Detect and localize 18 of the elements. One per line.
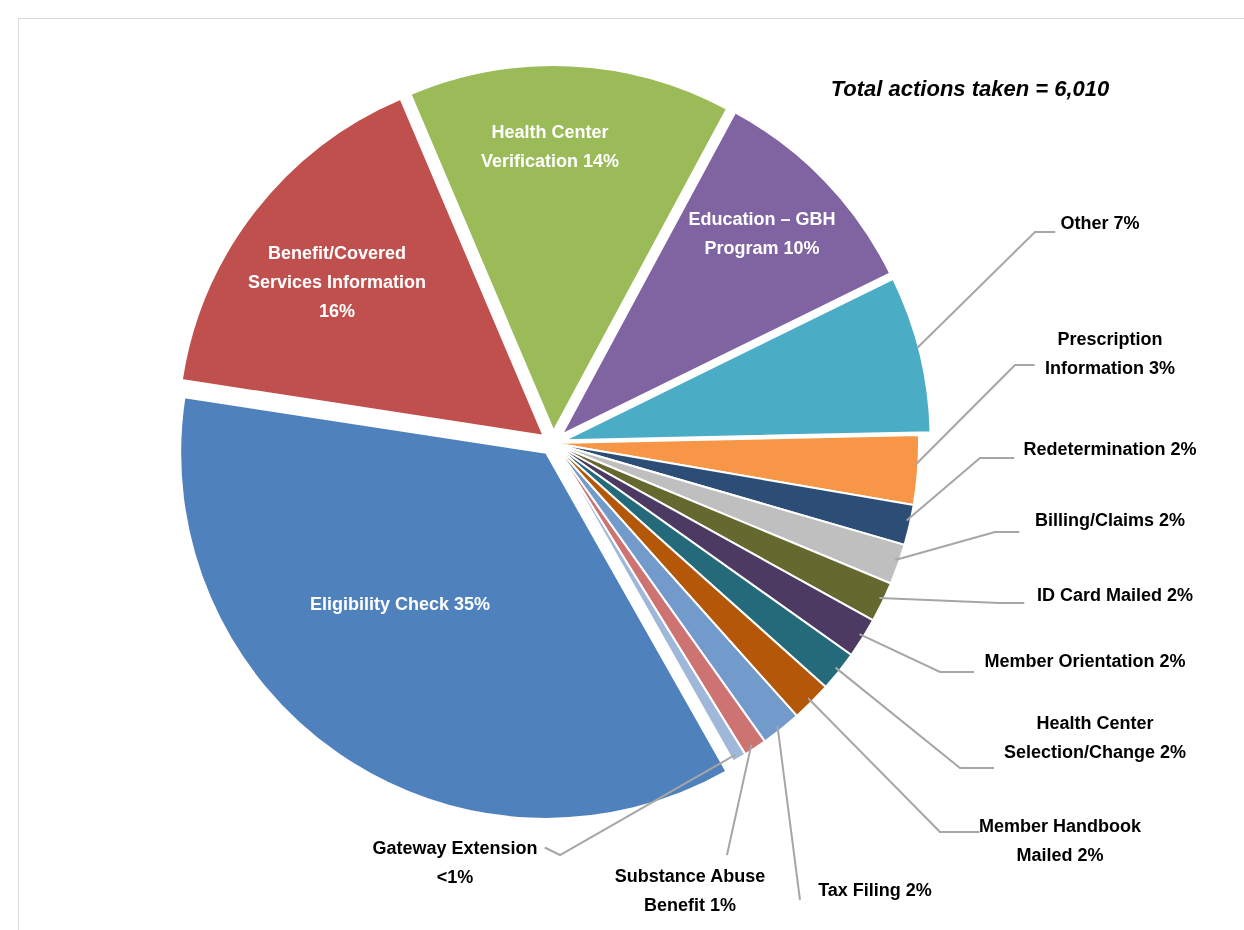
text: Total actions taken = 6,010: [830, 75, 1111, 101]
data-label: 16%: [318, 301, 356, 321]
slice-label: Member Orientation 2%: [984, 651, 1186, 671]
slice-label: Benefit/Covered Services Information: [247, 243, 427, 292]
slice-label: Other 7%: [1060, 213, 1140, 233]
slice-label: Substance Abuse Benefit 1%: [614, 865, 766, 915]
slice-label: Billing/Claims 2%: [1034, 510, 1186, 530]
slice-label: Gateway Extension: [372, 837, 538, 858]
slice-label: Prescription Information 3%: [1044, 328, 1176, 378]
slice-label: Health Center Selection/Change 2%: [1003, 712, 1187, 762]
slice-label: Redetermination 2%: [1023, 439, 1197, 459]
slice-label: Education – GBH Program 10%: [688, 208, 836, 258]
slice-label: Eligibility Check 35%: [309, 594, 491, 614]
slice-label: Health Center Verification 14%: [480, 121, 620, 171]
slice-label: Tax Filing 2%: [818, 880, 932, 900]
slice-label: Member Handbook Mailed 2%: [978, 815, 1142, 865]
slice-label: ID Card Mailed 2%: [1036, 585, 1194, 605]
data-label: <1%: [436, 866, 474, 887]
